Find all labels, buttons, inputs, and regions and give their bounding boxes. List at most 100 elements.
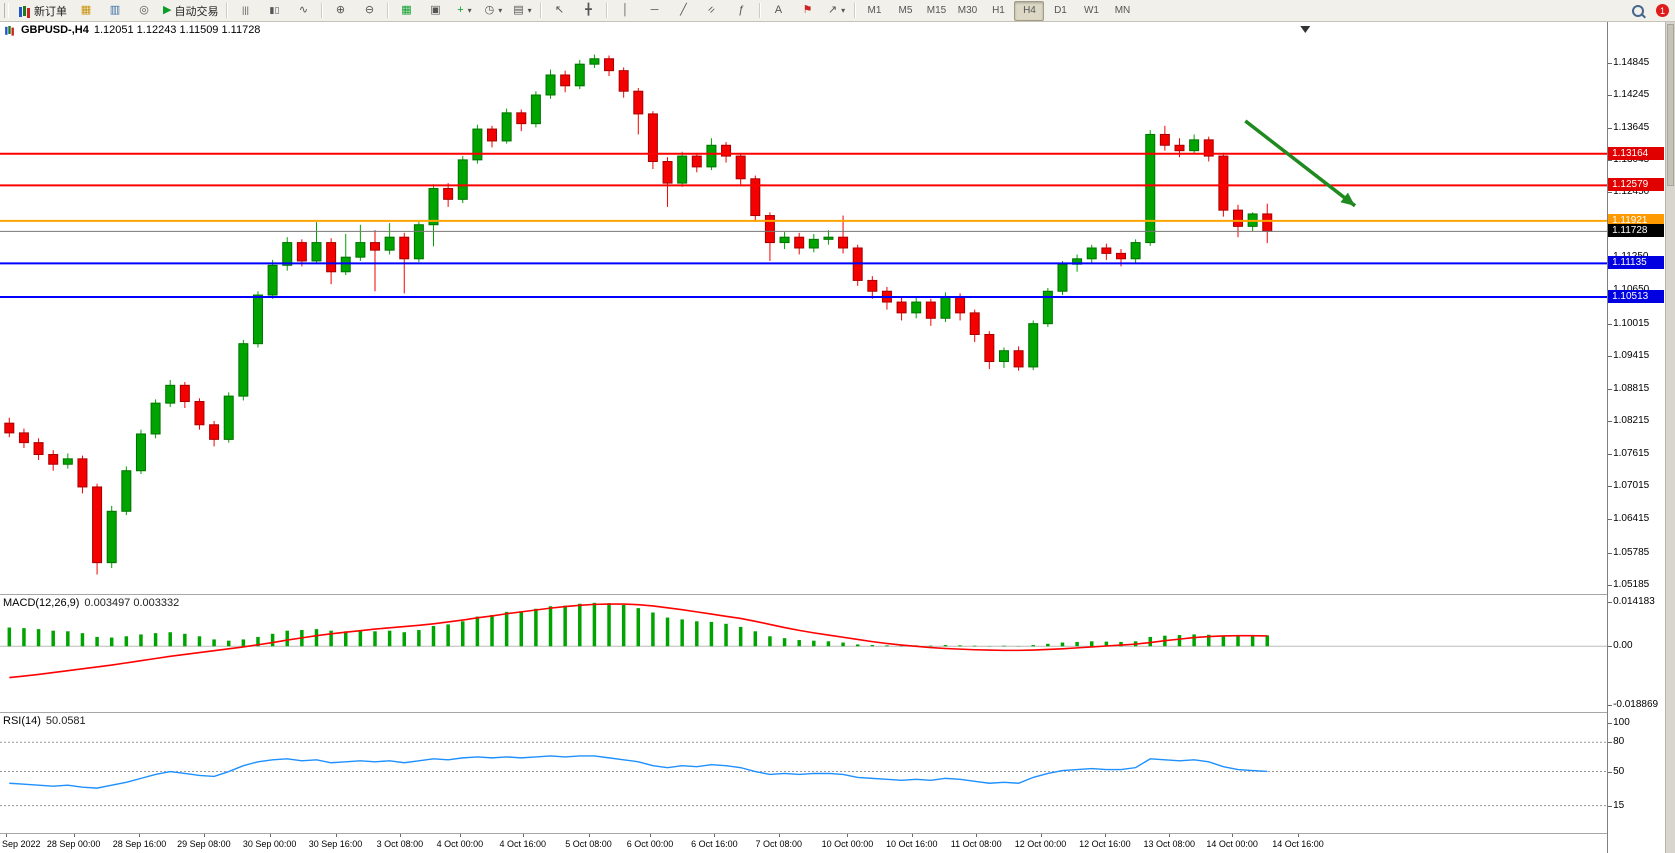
- toolbar-separator: [854, 3, 856, 18]
- rsi-panel[interactable]: RSI(14) 50.0581: [0, 713, 1609, 834]
- clock-icon: ◷: [484, 4, 495, 16]
- time-axis-label: 30 Sep 16:00: [308, 839, 363, 849]
- macd-title: MACD(12,26,9) 0.003497 0.003332: [3, 597, 179, 609]
- cascade-windows-button[interactable]: ▣: [421, 1, 449, 21]
- timeframe-m15-button[interactable]: M15: [926, 5, 947, 16]
- trendline-button[interactable]: ╱: [669, 1, 697, 21]
- axis-tick: [1608, 95, 1613, 97]
- axis-tick: [1608, 585, 1613, 587]
- rsi-value: 50.0581: [45, 715, 86, 727]
- toolbar-separator: [321, 3, 323, 18]
- indicators-add-icon: +: [457, 4, 464, 16]
- time-axis-label: 12 Oct 16:00: [1079, 839, 1131, 849]
- fibonacci-button[interactable]: ƒ: [727, 1, 755, 21]
- flag-icon: ⚑: [802, 4, 813, 16]
- axis-tick: [1608, 742, 1613, 744]
- profiles-button[interactable]: ▥: [101, 1, 129, 21]
- timeframe-mn-button[interactable]: MN: [1114, 5, 1131, 16]
- toolbar-separator: [606, 3, 608, 18]
- macd-panel[interactable]: MACD(12,26,9) 0.003497 0.003332: [0, 595, 1609, 713]
- axis-tick: [1608, 722, 1613, 724]
- axis-tick: [1608, 323, 1613, 325]
- templates-button[interactable]: ▤ ▾: [508, 1, 536, 21]
- cursor-button[interactable]: ↖: [545, 1, 573, 21]
- price-axis-label: 1.06415: [1613, 512, 1650, 524]
- zoom-in-icon: ⊕: [335, 4, 346, 16]
- line-chart-button[interactable]: ∿: [289, 1, 317, 21]
- bar-chart-button[interactable]: |||: [231, 1, 259, 21]
- chart-symbol-period: GBPUSD-,H4: [21, 24, 89, 36]
- time-axis-label: 6 Oct 16:00: [691, 839, 738, 849]
- price-axis[interactable]: 1.148451.142451.136451.130451.124501.118…: [1607, 22, 1666, 853]
- rsi-plot[interactable]: [0, 713, 1609, 833]
- price-line-label: 1.13164: [1608, 146, 1665, 160]
- toolbar-separator: [759, 3, 761, 18]
- zoom-in-button[interactable]: ⊕: [326, 1, 354, 21]
- timeframe-h4-button[interactable]: H4: [1014, 0, 1045, 21]
- price-axis-label: 1.14245: [1613, 89, 1650, 101]
- price-axis-label: 1.14845: [1613, 56, 1650, 68]
- time-axis-tick: [1297, 834, 1299, 837]
- channel-button[interactable]: =: [698, 1, 726, 21]
- time-axis-tick: [335, 834, 337, 837]
- time-axis-tick: [139, 834, 141, 837]
- vertical-scrollbar[interactable]: [1665, 22, 1675, 853]
- signals-button[interactable]: ◎: [130, 1, 158, 21]
- zoom-out-icon: ⊖: [364, 4, 375, 16]
- time-axis-tick: [6, 834, 8, 837]
- crosshair-button[interactable]: ╋: [574, 1, 602, 21]
- fibonacci-icon: ƒ: [738, 4, 745, 16]
- time-axis-tick: [203, 834, 205, 837]
- indicators-button[interactable]: + ▾: [450, 1, 478, 21]
- macd-plot[interactable]: [0, 595, 1609, 712]
- timeframe-w1-button[interactable]: W1: [1083, 5, 1099, 16]
- axis-tick: [1608, 518, 1613, 520]
- time-axis-tick: [459, 834, 461, 837]
- rsi-axis-label: 80: [1613, 736, 1625, 748]
- timeframe-group: M1 M5 M15 M30 H1 H4 D1 W1 MN: [859, 0, 1137, 21]
- notification-badge[interactable]: 1: [1656, 4, 1669, 17]
- timeframe-h1-button[interactable]: H1: [992, 5, 1005, 16]
- vertical-line-button[interactable]: │: [611, 1, 639, 21]
- arrows-button[interactable]: ↗ ▾: [822, 1, 850, 21]
- axis-tick: [1608, 62, 1613, 64]
- new-chart-button[interactable]: ▦: [72, 1, 100, 21]
- toolbar-grip[interactable]: [4, 3, 9, 18]
- auto-trading-button[interactable]: ▶ 自动交易: [159, 1, 222, 21]
- price-axis-label: 1.05785: [1613, 546, 1650, 558]
- rsi-axis-label: 50: [1613, 765, 1625, 777]
- candlestick-plot[interactable]: [0, 22, 1609, 594]
- timeframe-m30-button[interactable]: M30: [957, 5, 978, 16]
- time-axis-tick: [73, 834, 75, 837]
- search-button[interactable]: [1624, 1, 1652, 21]
- time-axis-tick: [649, 834, 651, 837]
- periods-button[interactable]: ◷ ▾: [479, 1, 507, 21]
- chart-column: GBPUSD-,H4 1.12051 1.12243 1.11509 1.117…: [0, 22, 1609, 853]
- chart-workspace: GBPUSD-,H4 1.12051 1.12243 1.11509 1.117…: [0, 22, 1675, 853]
- text-button[interactable]: A: [764, 1, 792, 21]
- price-axis-label: 1.12450: [1613, 186, 1650, 198]
- new-order-button[interactable]: 新订单: [14, 1, 71, 21]
- horizontal-line-button[interactable]: ─: [640, 1, 668, 21]
- axis-tick: [1608, 771, 1613, 773]
- time-axis-label: 10 Oct 16:00: [886, 839, 938, 849]
- time-axis[interactable]: Sep 2022 28 Sep 00:00 28 Sep 16:00 29 Sep 0…: [0, 834, 1608, 853]
- candlestick-chart-button[interactable]: ▮▯: [260, 1, 288, 21]
- text-label-button[interactable]: ⚑: [793, 1, 821, 21]
- timeframe-m5-button[interactable]: M5: [898, 5, 913, 16]
- main-chart-panel[interactable]: GBPUSD-,H4 1.12051 1.12243 1.11509 1.117…: [0, 22, 1609, 595]
- scrollbar-thumb[interactable]: [1667, 24, 1674, 186]
- signals-icon: ◎: [139, 4, 149, 16]
- timeframe-m1-button[interactable]: M1: [867, 5, 882, 16]
- cursor-icon: ↖: [554, 4, 565, 16]
- time-axis-tick: [778, 834, 780, 837]
- price-axis-label: 1.09415: [1613, 350, 1650, 362]
- zoom-out-button[interactable]: ⊖: [355, 1, 383, 21]
- timeframe-d1-button[interactable]: D1: [1054, 5, 1067, 16]
- time-axis-tick: [588, 834, 590, 837]
- time-axis-tick: [269, 834, 271, 837]
- time-axis-tick: [1104, 834, 1106, 837]
- chart-ohlc-values: 1.12051 1.12243 1.11509 1.11728: [93, 24, 261, 36]
- auto-trading-icon: ▶: [163, 4, 172, 16]
- tile-windows-button[interactable]: ▦: [392, 1, 420, 21]
